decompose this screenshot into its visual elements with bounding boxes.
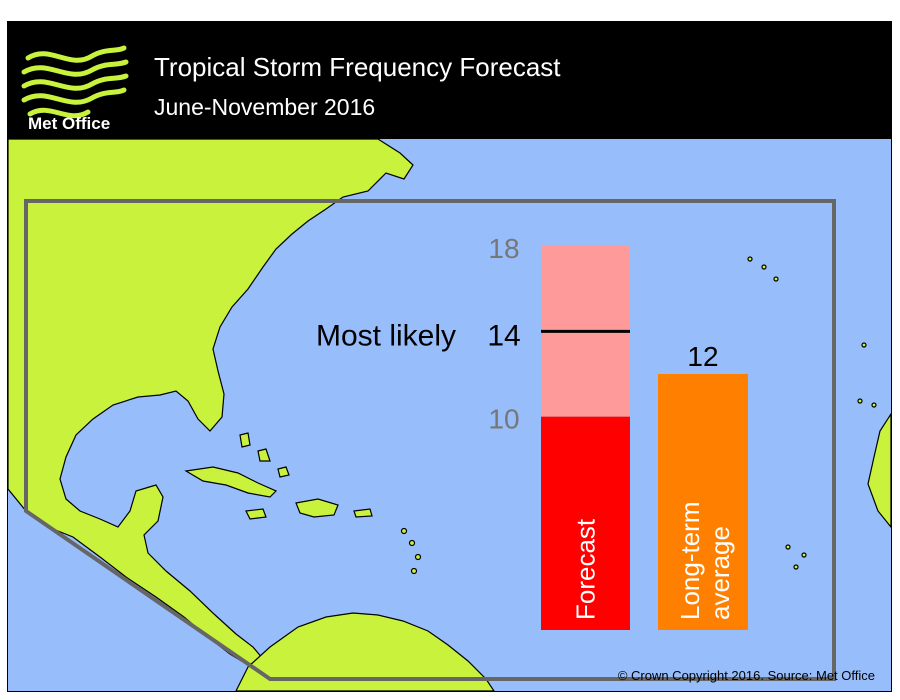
met-office-logo-icon	[21, 45, 129, 119]
island	[871, 402, 877, 408]
south-america	[235, 612, 495, 691]
island	[861, 342, 867, 348]
island	[761, 264, 767, 270]
hispaniola	[295, 498, 339, 518]
logo-text: Met Office	[28, 114, 111, 133]
island	[785, 544, 791, 550]
most-likely-value-label: 14	[487, 319, 520, 352]
island	[414, 553, 422, 561]
island	[747, 256, 753, 262]
land-masses	[8, 139, 891, 691]
most-likely-label: Most likely	[316, 319, 456, 352]
page-subtitle: June-November 2016	[154, 94, 376, 120]
jamaica	[245, 508, 267, 520]
bahamas-3	[277, 466, 290, 478]
island	[410, 567, 418, 575]
forecast-low-label: 10	[488, 404, 519, 435]
africa	[867, 412, 891, 528]
forecast-base-bar	[541, 416, 630, 630]
island	[408, 539, 416, 547]
average-value-label: 12	[687, 341, 718, 372]
island	[857, 398, 863, 404]
forecast-high-label: 18	[488, 233, 519, 264]
copyright-notice: © Crown Copyright 2016. Source: Met Offi…	[617, 668, 875, 683]
average-bar-label-line: Long-term	[675, 502, 705, 621]
island	[793, 564, 799, 570]
average-bar-label: Long-termaverage	[675, 502, 735, 621]
forecast-region-outline	[24, 199, 836, 681]
average-bar	[658, 374, 748, 630]
island	[801, 552, 807, 558]
island	[773, 276, 779, 282]
bahamas-2	[257, 448, 271, 462]
storm-forecast-chart: 18 10 14 Most likely 12 Forecast Long-termaver…	[316, 233, 748, 630]
page-title: Tropical Storm Frequency Forecast	[154, 52, 561, 82]
average-bar-label-line: average	[705, 526, 735, 620]
figure-frame: Met Office Tropical Storm Frequency Fore…	[7, 21, 892, 692]
cuba	[184, 466, 278, 498]
bahamas-1	[239, 432, 251, 448]
puerto-rico	[353, 508, 373, 518]
forecast-bar-label: Forecast	[571, 518, 601, 620]
header-bar: Met Office Tropical Storm Frequency Fore…	[8, 22, 891, 139]
island	[400, 527, 408, 535]
